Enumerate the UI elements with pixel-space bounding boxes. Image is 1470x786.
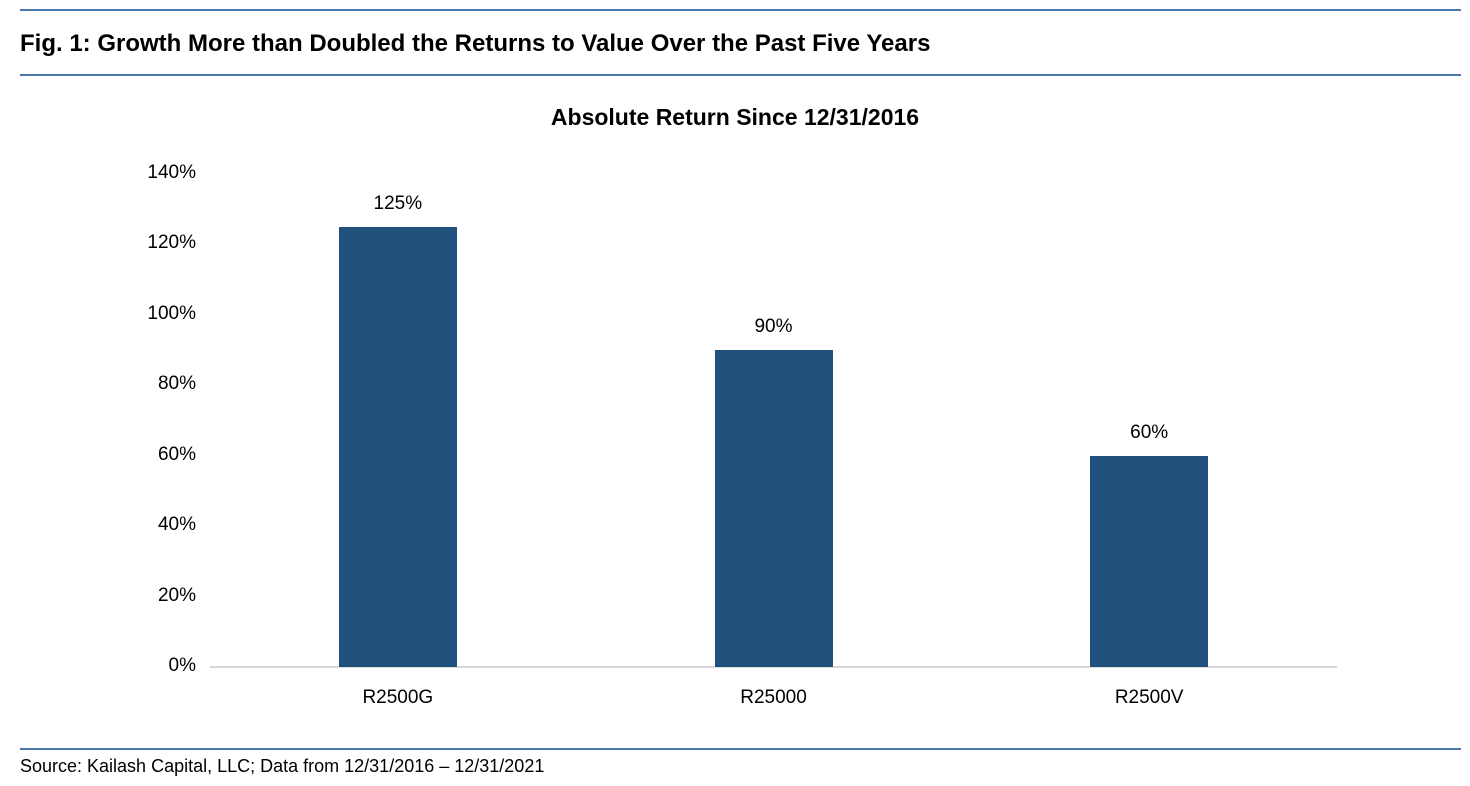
y-axis-tick-label: 80% — [157, 373, 196, 395]
bar-value-label: 125% — [373, 192, 423, 214]
y-axis-tick-label: 40% — [157, 514, 196, 536]
bar-R2500G — [338, 226, 457, 667]
header-rule — [20, 74, 1461, 76]
y-axis-tick-label: 20% — [157, 584, 196, 606]
top-rule — [20, 9, 1461, 11]
bar-value-label: 60% — [1130, 421, 1169, 443]
bar-R2500V — [1090, 455, 1209, 667]
y-axis-tick-label: 140% — [147, 162, 196, 183]
chart-title: Absolute Return Since 12/31/2016 — [550, 104, 920, 130]
footer-rule — [20, 748, 1461, 750]
figure-title: Fig. 1: Growth More than Doubled the Ret… — [20, 30, 931, 57]
x-axis-category-label: R2500V — [1114, 687, 1184, 708]
bar-value-label: 90% — [754, 316, 793, 338]
y-axis-tick-label: 100% — [147, 302, 196, 324]
y-axis-tick-label: 120% — [147, 232, 196, 254]
source-text: Source: Kailash Capital, LLC; Data from … — [20, 756, 545, 776]
x-axis-category-label: R2500G — [362, 687, 434, 708]
x-axis-category-label: R25000 — [740, 687, 807, 708]
x-axis-line — [210, 666, 1337, 668]
bar-R25000 — [714, 350, 833, 667]
y-axis-tick-label: 60% — [157, 443, 196, 465]
y-axis-tick-label: 0% — [168, 655, 196, 676]
